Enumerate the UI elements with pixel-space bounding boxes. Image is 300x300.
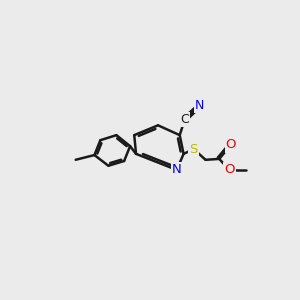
Text: O: O — [224, 164, 235, 176]
Text: N: N — [172, 164, 182, 176]
Text: O: O — [226, 138, 236, 152]
Text: S: S — [190, 142, 198, 156]
Text: N: N — [195, 99, 204, 112]
Text: C: C — [180, 113, 189, 126]
